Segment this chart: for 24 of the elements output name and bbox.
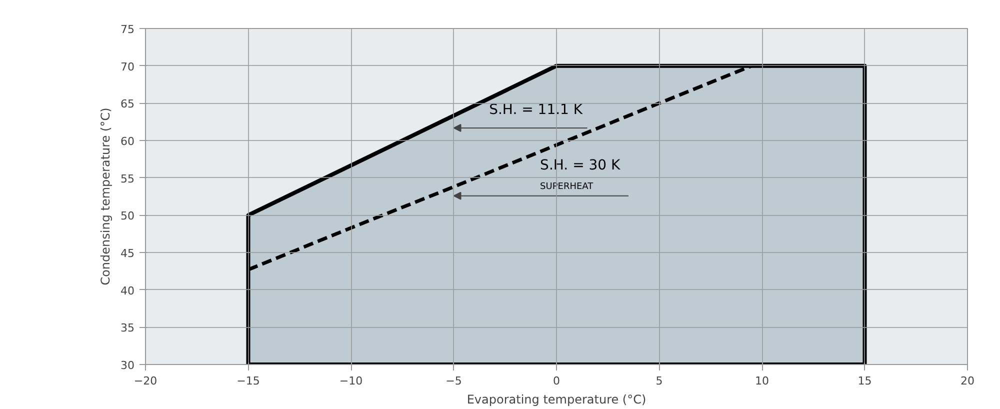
x-tick-label: 5 xyxy=(656,374,663,388)
y-tick-label: 30 xyxy=(120,359,135,372)
annotation: SUPERHEAT xyxy=(540,182,594,192)
x-tick-label: 20 xyxy=(960,374,974,388)
x-tick-label: 10 xyxy=(755,374,769,388)
y-axis-title: Condensing temperature (°C) xyxy=(98,108,113,286)
y-tick-label: 75 xyxy=(120,23,135,36)
x-tick-label: −5 xyxy=(446,374,462,388)
y-tick-label: 70 xyxy=(120,60,135,74)
y-tick-label: 35 xyxy=(120,322,135,335)
y-tick-label: 50 xyxy=(120,210,135,223)
x-tick-label: −20 xyxy=(134,374,158,388)
x-axis-title: Evaporating temperature (°C) xyxy=(466,392,646,406)
x-tick-label: −10 xyxy=(339,374,363,388)
x-tick-label: 15 xyxy=(858,374,872,388)
x-tick-label: 0 xyxy=(553,374,560,388)
y-tick-label: 65 xyxy=(120,98,135,111)
annotation: S.H. = 11.1 K xyxy=(489,102,584,118)
y-tick-label: 60 xyxy=(120,135,135,148)
y-tick-label: 45 xyxy=(120,247,135,260)
y-tick-label: 40 xyxy=(120,284,135,298)
x-tick-label: −15 xyxy=(236,374,260,388)
y-tick-label: 55 xyxy=(120,172,135,186)
annotation: S.H. = 30 K xyxy=(540,157,622,174)
